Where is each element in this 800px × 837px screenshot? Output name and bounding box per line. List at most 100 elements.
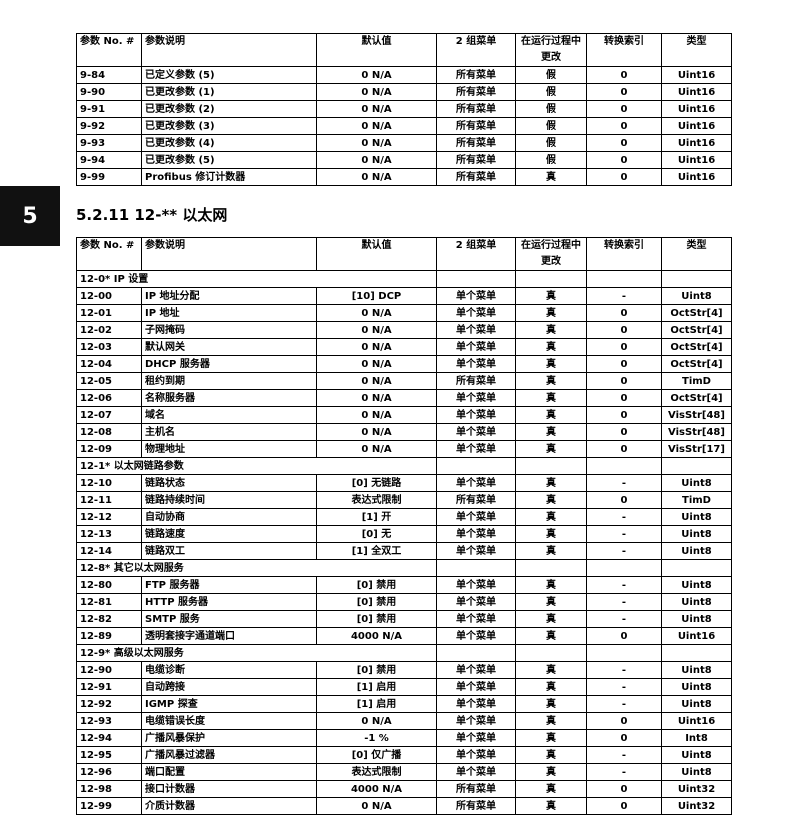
header-desc: 参数说明	[141, 33, 317, 67]
menu-set: 所有菜单	[436, 134, 516, 152]
parameter-table-9: 参数 No. # 参数说明 默认值 2 组菜单 在运行过程中更改 转换索引 类型…	[76, 33, 732, 186]
data-type: Uint16	[661, 100, 732, 118]
conversion-index: 0	[586, 440, 662, 458]
conversion-index: -	[586, 525, 662, 543]
conversion-index: -	[586, 746, 662, 764]
header-no: 参数 No. #	[76, 237, 142, 271]
default-value: [0] 禁用	[316, 593, 437, 611]
default-value: [0] 无链路	[316, 474, 437, 492]
empty-cell	[515, 270, 587, 288]
change-during-run: 真	[515, 576, 587, 594]
table-header: 参数 No. # 参数说明 默认值 2 组菜单 在运行过程中更改 转换索引 类型	[76, 33, 732, 67]
change-during-run: 真	[515, 627, 587, 645]
data-type: Uint8	[661, 542, 732, 560]
param-no: 12-08	[76, 423, 142, 441]
param-desc: 自动协商	[141, 508, 317, 526]
param-desc: 已更改参数 (3)	[141, 117, 317, 135]
param-no: 12-92	[76, 695, 142, 713]
group-title: 12-1* 以太网链路参数	[76, 457, 437, 475]
conversion-index: 0	[586, 338, 662, 356]
param-desc: 已更改参数 (4)	[141, 134, 317, 152]
empty-cell	[436, 457, 516, 475]
param-no: 12-11	[76, 491, 142, 509]
table-header: 参数 No. # 参数说明 默认值 2 组菜单 在运行过程中更改 转换索引 类型	[76, 237, 732, 271]
data-type: Uint16	[661, 151, 732, 169]
table-row: 12-96 端口配置 表达式限制 单个菜单真 - Uint8	[76, 763, 732, 781]
default-value: 0 N/A	[316, 372, 437, 390]
menu-set: 单个菜单	[436, 576, 516, 594]
empty-cell	[661, 644, 732, 662]
change-during-run: 真	[515, 763, 587, 781]
param-no: 12-00	[76, 287, 142, 305]
table-row: 12-03 默认网关 0 N/A 单个菜单真 0 OctStr[4]	[76, 338, 732, 356]
table-row: 12-02 子网掩码 0 N/A 单个菜单真 0 OctStr[4]	[76, 321, 732, 339]
param-no: 12-96	[76, 763, 142, 781]
empty-cell	[661, 270, 732, 288]
data-type: Uint32	[661, 780, 732, 798]
menu-set: 单个菜单	[436, 525, 516, 543]
table-row: 12-99 介质计数器 0 N/A 所有菜单真 0 Uint32	[76, 797, 732, 815]
param-no: 12-03	[76, 338, 142, 356]
default-value: 0 N/A	[316, 440, 437, 458]
param-no: 12-80	[76, 576, 142, 594]
data-type: Uint8	[661, 576, 732, 594]
conversion-index: -	[586, 474, 662, 492]
empty-cell	[436, 270, 516, 288]
data-type: Uint16	[661, 134, 732, 152]
table-row: 12-06 名称服务器 0 N/A 单个菜单真 0 OctStr[4]	[76, 389, 732, 407]
group-row: 12-9* 高级以太网服务	[76, 644, 732, 662]
data-type: Uint16	[661, 627, 732, 645]
conversion-index: 0	[586, 151, 662, 169]
empty-cell	[661, 457, 732, 475]
default-value: 0 N/A	[316, 304, 437, 322]
conversion-index: 0	[586, 627, 662, 645]
table-row: 12-94 广播风暴保护 -1 % 单个菜单真 0 Int8	[76, 729, 732, 747]
conversion-index: 0	[586, 100, 662, 118]
menu-set: 单个菜单	[436, 440, 516, 458]
param-desc: 已更改参数 (1)	[141, 83, 317, 101]
table-row: 9-94 已更改参数 (5) 0 N/A 所有菜单假 0 Uint16	[76, 151, 732, 169]
data-type: Int8	[661, 729, 732, 747]
menu-set: 所有菜单	[436, 66, 516, 84]
param-desc: 端口配置	[141, 763, 317, 781]
table-row: 12-92 IGMP 探查 [1] 启用 单个菜单真 - Uint8	[76, 695, 732, 713]
param-desc: 链路状态	[141, 474, 317, 492]
param-no: 12-93	[76, 712, 142, 730]
default-value: 0 N/A	[316, 83, 437, 101]
param-no: 12-06	[76, 389, 142, 407]
change-during-run: 真	[515, 474, 587, 492]
header-menu: 2 组菜单	[436, 33, 516, 67]
conversion-index: 0	[586, 117, 662, 135]
param-desc: 子网掩码	[141, 321, 317, 339]
menu-set: 所有菜单	[436, 168, 516, 186]
group-title: 12-8* 其它以太网服务	[76, 559, 437, 577]
empty-cell	[661, 559, 732, 577]
data-type: Uint8	[661, 678, 732, 696]
header-default: 默认值	[316, 33, 437, 67]
group-row: 12-0* IP 设置	[76, 270, 732, 288]
default-value: 0 N/A	[316, 389, 437, 407]
conversion-index: 0	[586, 491, 662, 509]
default-value: 4000 N/A	[316, 780, 437, 798]
default-value: 表达式限制	[316, 491, 437, 509]
change-during-run: 真	[515, 729, 587, 747]
default-value: 0 N/A	[316, 423, 437, 441]
param-no: 12-89	[76, 627, 142, 645]
empty-cell	[586, 644, 662, 662]
conversion-index: 0	[586, 797, 662, 815]
menu-set: 单个菜单	[436, 406, 516, 424]
param-desc: 电缆错误长度	[141, 712, 317, 730]
param-desc: 广播风暴过滤器	[141, 746, 317, 764]
table-row: 12-98 接口计数器 4000 N/A 所有菜单真 0 Uint32	[76, 780, 732, 798]
param-no: 12-95	[76, 746, 142, 764]
param-no: 9-93	[76, 134, 142, 152]
section-title: 5.2.11 12-** 以太网	[76, 206, 228, 224]
table-row: 12-93 电缆错误长度 0 N/A 单个菜单真 0 Uint16	[76, 712, 732, 730]
param-no: 12-91	[76, 678, 142, 696]
menu-set: 所有菜单	[436, 491, 516, 509]
header-type: 类型	[661, 33, 732, 67]
param-desc: 介质计数器	[141, 797, 317, 815]
menu-set: 单个菜单	[436, 474, 516, 492]
conversion-index: 0	[586, 304, 662, 322]
default-value: [1] 开	[316, 508, 437, 526]
